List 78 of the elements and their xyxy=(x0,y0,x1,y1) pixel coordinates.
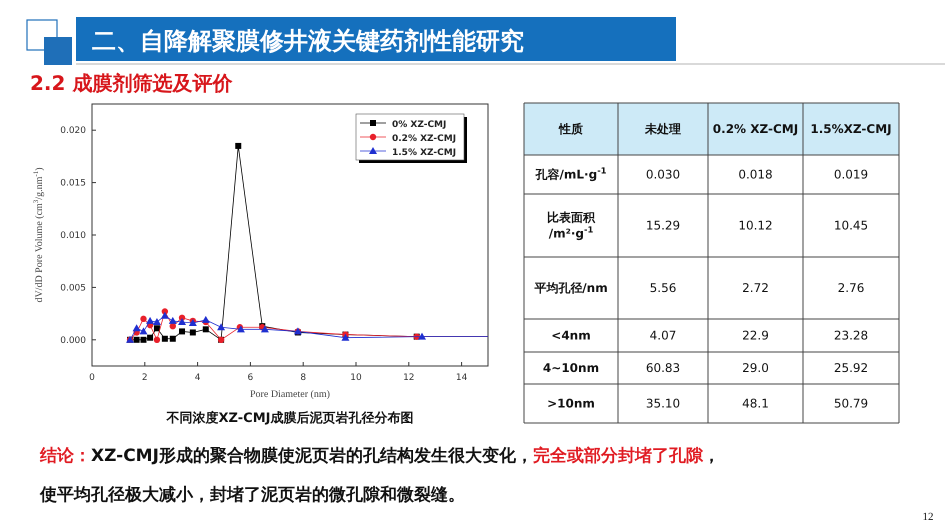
text: 25.92 xyxy=(834,361,868,375)
point xyxy=(140,316,147,322)
text: 23.28 xyxy=(834,328,868,342)
text: XZ-CMJ形成的聚合物膜使泥页岩的孔结构发生很大变化， xyxy=(91,446,533,466)
text: 15.29 xyxy=(646,218,680,232)
text: 50.79 xyxy=(834,396,868,410)
point xyxy=(160,312,169,319)
text: 2.72 xyxy=(742,281,769,295)
x-tick-label: 4 xyxy=(194,373,201,383)
y-tick-label: 0.020 xyxy=(60,126,86,136)
category-label: 未处理 xyxy=(644,122,681,136)
point xyxy=(178,318,186,325)
text: 使平均孔径极大减小，封堵了泥页岩的微孔隙和微裂缝。 xyxy=(39,485,465,505)
point xyxy=(168,316,177,324)
y-tick-label: 0.010 xyxy=(60,231,86,241)
point xyxy=(139,327,148,334)
point xyxy=(418,332,426,340)
text: 比表面积 /m²·g$^{-1}$ xyxy=(547,210,595,240)
text: 完全或部分封堵了孔隙 xyxy=(532,446,704,466)
category-label: 性质 xyxy=(558,122,583,136)
point xyxy=(154,336,160,343)
y-tick-label: 0.005 xyxy=(60,283,86,294)
text: 0.030 xyxy=(646,168,680,182)
text: 平均孔径/nm xyxy=(534,281,608,295)
text: 12 xyxy=(922,511,934,523)
point xyxy=(341,334,350,341)
point xyxy=(154,325,160,332)
chart-title: 二、自降解聚膜修井液关键药剂性能研究 xyxy=(92,27,524,55)
point xyxy=(147,334,154,341)
point xyxy=(134,336,140,343)
point xyxy=(162,336,168,342)
x-tick-label: 0 xyxy=(89,373,96,383)
x-tick-label: 2 xyxy=(142,373,148,383)
point xyxy=(260,325,269,332)
y-tick-label: 0.015 xyxy=(60,178,86,189)
x-tick-label: 6 xyxy=(248,373,254,383)
text: <4nm xyxy=(551,328,591,342)
text: 22.9 xyxy=(742,328,769,342)
text: 35.10 xyxy=(646,396,680,410)
text: 60.83 xyxy=(646,361,680,375)
point xyxy=(190,329,196,336)
text: 0.019 xyxy=(834,168,868,182)
y-tick-label: 0.000 xyxy=(60,336,86,346)
text: 29.0 xyxy=(742,361,769,375)
x-tick-label: 14 xyxy=(456,373,468,383)
x-tick-label: 12 xyxy=(403,373,415,383)
text: 2.76 xyxy=(838,281,864,295)
text: 4.07 xyxy=(650,328,676,342)
text: ， xyxy=(702,446,720,466)
point xyxy=(152,318,161,325)
category-label: 1.5%XZ-CMJ xyxy=(810,122,892,136)
text: >10nm xyxy=(547,396,595,410)
point xyxy=(179,328,186,334)
point xyxy=(217,323,226,330)
legend-label: 0% XZ-CMJ xyxy=(392,120,446,130)
point xyxy=(146,316,154,324)
text: 不同浓度XZ-CMJ成膜后泥页岩孔径分布图 xyxy=(166,410,414,426)
chart-subtitle: 2.2 成膜剂筛选及评价 xyxy=(30,71,234,95)
point xyxy=(140,336,146,343)
x-axis-title: Pore Diameter (nm) xyxy=(250,389,330,400)
point xyxy=(202,326,209,332)
text: 48.1 xyxy=(742,396,769,410)
legend-label: 1.5% XZ-CMJ xyxy=(392,148,456,158)
text: 孔容/mL·g$^{-1}$ xyxy=(536,166,606,182)
text: 4~10nm xyxy=(542,361,600,375)
point xyxy=(235,142,242,149)
category-label: 0.2% XZ-CMJ xyxy=(712,122,798,136)
point xyxy=(132,324,141,332)
text: 5.56 xyxy=(650,281,676,295)
x-tick-label: 8 xyxy=(300,373,306,383)
text: 0.018 xyxy=(738,168,773,182)
point xyxy=(170,336,176,342)
text: 10.12 xyxy=(738,218,773,232)
text: 结论： xyxy=(39,446,91,466)
point xyxy=(202,316,210,323)
x-tick-label: 10 xyxy=(350,373,362,383)
text: 10.45 xyxy=(834,218,868,232)
legend-label: 0.2% XZ-CMJ xyxy=(392,134,456,144)
